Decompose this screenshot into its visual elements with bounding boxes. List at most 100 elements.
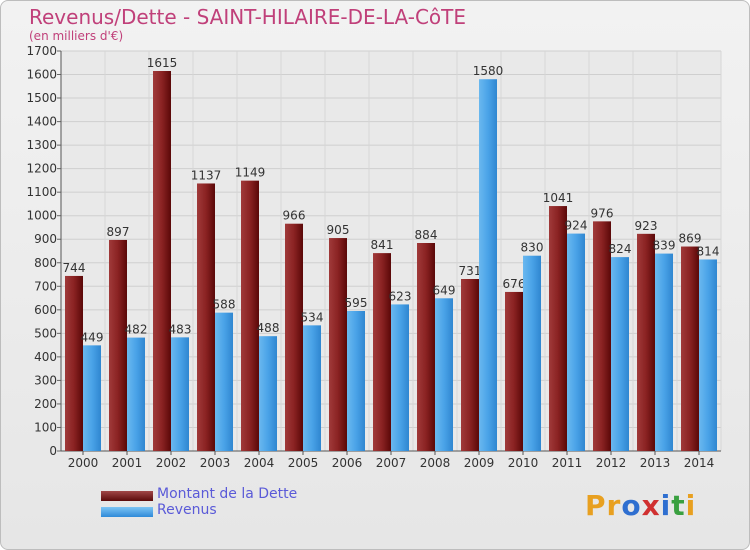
- data-label-dette: 976: [591, 206, 614, 220]
- data-label-dette: 744: [63, 261, 86, 275]
- data-label-dette: 884: [415, 228, 438, 242]
- data-label-revenus: 924: [565, 219, 588, 233]
- x-tick-label: 2001: [112, 456, 143, 470]
- bar-revenus: [523, 255, 541, 451]
- data-label-revenus: 824: [609, 242, 632, 256]
- x-tick-label: 2006: [332, 456, 363, 470]
- legend-swatch-revenus: [101, 507, 153, 517]
- y-tick-label: 1000: [26, 209, 57, 223]
- x-tick-label: 2007: [376, 456, 407, 470]
- bar-dette: [109, 239, 127, 451]
- x-tick-label: 2003: [200, 456, 231, 470]
- data-label-revenus: 483: [169, 322, 192, 336]
- bar-revenus: [655, 253, 673, 451]
- x-tick-label: 2005: [288, 456, 319, 470]
- x-tick-label: 2000: [68, 456, 99, 470]
- bar-dette: [373, 253, 391, 451]
- data-label-dette: 1615: [147, 56, 178, 70]
- x-tick-label: 2004: [244, 456, 275, 470]
- bar-dette: [329, 238, 347, 451]
- x-tick-label: 2014: [684, 456, 715, 470]
- bar-dette: [461, 279, 479, 451]
- bar-revenus: [303, 325, 321, 451]
- data-label-revenus: 649: [433, 283, 456, 297]
- legend-label-revenus: Revenus: [157, 502, 217, 518]
- data-label-revenus: 1580: [473, 64, 504, 78]
- bar-dette: [637, 233, 655, 451]
- y-tick-label: 1600: [26, 68, 57, 82]
- bar-dette: [285, 223, 303, 451]
- data-label-dette: 923: [635, 219, 658, 233]
- bar-dette: [681, 246, 699, 451]
- x-tick-label: 2011: [552, 456, 583, 470]
- bar-dette: [593, 221, 611, 451]
- data-label-revenus: 449: [81, 330, 104, 344]
- data-label-revenus: 839: [653, 239, 676, 253]
- data-label-dette: 869: [679, 232, 702, 246]
- chart-title: Revenus/Dette - SAINT-HILAIRE-DE-LA-CôTE: [29, 5, 467, 29]
- bar-revenus: [171, 337, 189, 451]
- data-label-revenus: 814: [697, 244, 720, 258]
- bar-dette: [505, 291, 523, 451]
- data-label-dette: 1137: [191, 168, 222, 182]
- y-tick-label: 100: [34, 420, 57, 434]
- data-label-dette: 676: [503, 277, 526, 291]
- data-label-dette: 1149: [235, 166, 266, 180]
- y-tick-label: 1300: [26, 138, 57, 152]
- bar-dette: [65, 275, 83, 451]
- logo-letter: i: [685, 489, 697, 522]
- logo-letter: P: [585, 489, 607, 522]
- y-tick-label: 300: [34, 373, 57, 387]
- bar-dette: [241, 180, 259, 451]
- x-tick-label: 2008: [420, 456, 451, 470]
- y-tick-label: 1500: [26, 91, 57, 105]
- data-label-dette: 731: [459, 264, 482, 278]
- bar-revenus: [215, 312, 233, 451]
- x-tick-label: 2010: [508, 456, 539, 470]
- bar-dette: [549, 206, 567, 451]
- data-label-dette: 1041: [543, 191, 574, 205]
- data-label-revenus: 830: [521, 241, 544, 255]
- logo-letter: o: [621, 489, 642, 522]
- data-label-dette: 897: [107, 225, 130, 239]
- y-tick-label: 600: [34, 303, 57, 317]
- data-label-dette: 966: [283, 209, 306, 223]
- legend-swatch-dette: [101, 491, 153, 501]
- bar-dette: [153, 71, 171, 451]
- bar-revenus: [611, 257, 629, 451]
- proxiti-logo: Proxiti: [585, 489, 696, 522]
- bar-revenus: [699, 259, 717, 451]
- bar-revenus: [479, 79, 497, 451]
- y-tick-label: 1100: [26, 185, 57, 199]
- chart-subtitle: (en milliers d'€): [29, 29, 124, 43]
- y-tick-label: 1200: [26, 162, 57, 176]
- data-label-dette: 905: [327, 223, 350, 237]
- bar-revenus: [435, 298, 453, 451]
- logo-letter: x: [641, 489, 661, 522]
- x-tick-label: 2013: [640, 456, 671, 470]
- data-label-dette: 841: [371, 238, 394, 252]
- legend-label-dette: Montant de la Dette: [157, 486, 298, 502]
- logo-letter: r: [606, 489, 622, 522]
- bar-revenus: [391, 304, 409, 451]
- x-tick-label: 2002: [156, 456, 187, 470]
- bar-revenus: [83, 345, 101, 451]
- bar-dette: [197, 183, 215, 451]
- y-tick-label: 900: [34, 232, 57, 246]
- x-tick-label: 2012: [596, 456, 627, 470]
- bar-dette: [417, 243, 435, 451]
- bar-revenus: [347, 311, 365, 451]
- y-tick-label: 800: [34, 256, 57, 270]
- y-tick-label: 0: [49, 444, 57, 458]
- data-label-revenus: 534: [301, 310, 324, 324]
- bar-revenus: [259, 336, 277, 451]
- data-label-revenus: 595: [345, 296, 368, 310]
- x-tick-label: 2009: [464, 456, 495, 470]
- y-tick-label: 1400: [26, 115, 57, 129]
- y-tick-label: 400: [34, 350, 57, 364]
- bar-revenus: [127, 337, 145, 451]
- y-tick-label: 200: [34, 397, 57, 411]
- data-label-revenus: 588: [213, 298, 236, 312]
